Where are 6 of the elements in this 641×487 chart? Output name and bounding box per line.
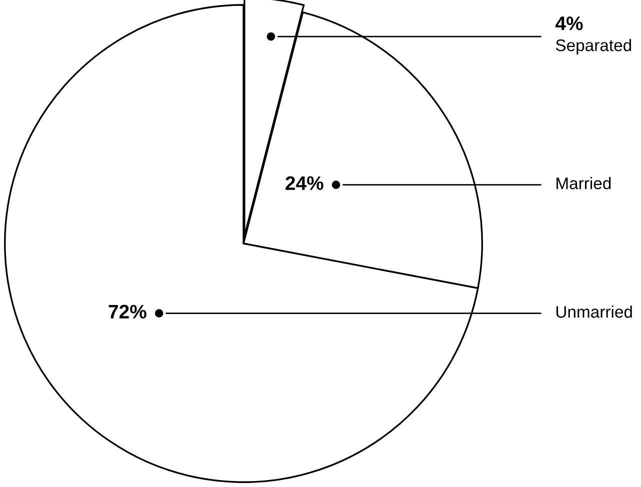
data-label: 72% [108,304,146,319]
slice-label: Unmarried [556,306,632,318]
slice-label: Separated [556,38,632,54]
data-label: 24% [286,176,324,190]
slice-label: Married [556,177,611,190]
data-label: 4% [555,16,583,30]
